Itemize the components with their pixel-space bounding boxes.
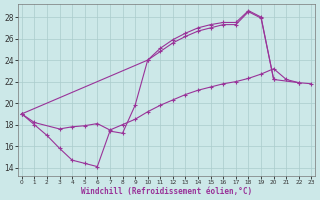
X-axis label: Windchill (Refroidissement éolien,°C): Windchill (Refroidissement éolien,°C): [81, 187, 252, 196]
